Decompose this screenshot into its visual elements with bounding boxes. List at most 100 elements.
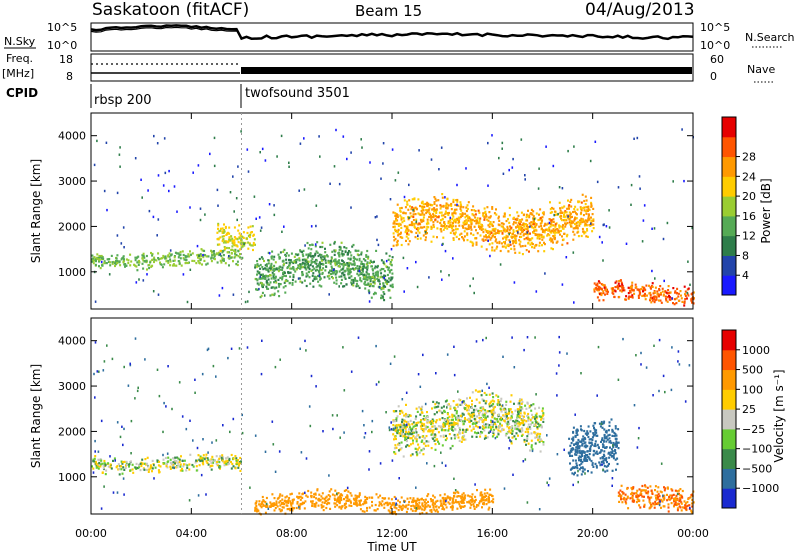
heatmap-cell [610,441,613,444]
heatmap-cell [267,262,270,265]
heatmap-cell [424,505,427,508]
heatmap-cell [620,281,623,284]
heatmap-cell [314,254,317,257]
heatmap-cell [200,248,203,251]
heatmap-cell [686,291,689,295]
heatmap-cell [216,188,219,192]
heatmap-cell [285,274,287,278]
heatmap-cell [517,231,519,234]
heatmap-cell [497,217,500,220]
heatmap-cell [311,255,314,258]
heatmap-cell [422,448,425,451]
heatmap-cell [98,259,101,262]
power-data [91,128,695,307]
heatmap-cell [432,504,435,507]
heatmap-cell [518,408,521,411]
heatmap-cell [454,501,457,504]
heatmap-cell [397,171,400,174]
heatmap-cell [91,465,93,468]
heatmap-cell [590,216,592,219]
heatmap-cell [471,218,474,221]
heatmap-cell [542,412,545,415]
heatmap-cell [299,502,302,506]
heatmap-cell [173,255,176,258]
heatmap-cell [581,227,584,231]
heatmap-cell [464,417,466,420]
heatmap-cell [407,216,409,219]
heatmap-cell [592,424,595,427]
heatmap-cell [601,437,604,440]
heatmap-cell [413,209,416,213]
heatmap-cell [667,292,670,295]
heatmap-cell [363,273,366,277]
heatmap-cell [376,215,378,218]
heatmap-cell [279,504,282,507]
heatmap-cell [429,219,432,222]
heatmap-cell [454,499,457,502]
heatmap-cell [111,261,114,264]
heatmap-cell [254,266,257,269]
heatmap-cell [436,220,439,223]
heatmap-cell [333,253,336,256]
heatmap-cell [664,295,667,298]
heatmap-cell [466,404,469,407]
heatmap-cell [511,411,513,414]
heatmap-cell [420,449,423,452]
heatmap-cell [542,420,545,423]
heatmap-cell [462,501,465,504]
heatmap-cell [683,301,686,305]
heatmap-cell [429,214,432,217]
power-ytick-4000: 4000 [58,130,86,143]
heatmap-cell [507,408,510,411]
heatmap-cell [571,220,574,223]
heatmap-cell [597,280,600,283]
heatmap-cell [342,265,345,268]
heatmap-cell [606,438,609,441]
heatmap-cell [489,216,492,219]
heatmap-cell [618,295,621,299]
heatmap-cell [506,431,509,434]
heatmap-cell [407,435,410,438]
heatmap-cell [223,223,225,226]
heatmap-cell [521,417,524,420]
heatmap-cell [286,508,289,511]
heatmap-cell [95,462,98,465]
heatmap-cell [590,471,593,474]
heatmap-cell [144,458,147,461]
heatmap-cell [169,249,172,252]
heatmap-cell [427,209,430,212]
heatmap-cell [362,503,365,506]
heatmap-cell [91,254,94,257]
heatmap-cell [459,419,461,422]
heatmap-cell [541,219,543,222]
heatmap-cell [535,233,538,237]
heatmap-cell [333,497,336,500]
heatmap-cell [634,283,637,286]
heatmap-cell [631,296,634,299]
heatmap-cell [491,392,494,395]
heatmap-cell [485,234,487,237]
heatmap-cell [441,444,444,447]
heatmap-cell [341,254,344,257]
power-colorbar-tick-4: 20 [742,190,756,203]
heatmap-cell [141,458,144,461]
heatmap-cell [474,498,477,501]
heatmap-cell [488,493,491,496]
heatmap-cell [580,234,583,238]
heatmap-cell [270,257,273,260]
heatmap-cell [558,224,561,227]
heatmap-cell [574,450,577,453]
heatmap-cell [452,220,455,223]
heatmap-cell [162,184,165,187]
heatmap-cell [492,409,495,412]
heatmap-cell [614,286,617,289]
heatmap-cell [567,205,570,208]
heatmap-cell [440,230,443,233]
heatmap-cell [578,459,580,462]
heatmap-cell [474,216,477,219]
heatmap-cell [519,220,522,223]
heatmap-cell [457,204,460,207]
heatmap-cell [264,277,267,280]
heatmap-cell [232,293,235,296]
heatmap-cell [318,263,320,266]
